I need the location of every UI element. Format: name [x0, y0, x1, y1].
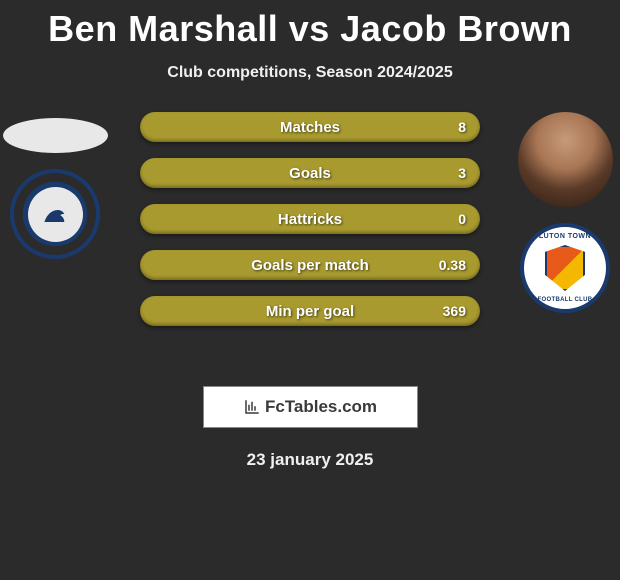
stat-row-goals: Goals 3 [140, 158, 480, 188]
stat-right-value: 0.38 [439, 257, 466, 273]
lion-icon [28, 187, 83, 242]
luton-text-top: LUTON TOWN [539, 233, 591, 240]
stat-row-gpm: Goals per match 0.38 [140, 250, 480, 280]
chart-icon [243, 398, 261, 416]
luton-text-bottom: FOOTBALL CLUB [538, 297, 593, 303]
stat-bars: Matches 8 Goals 3 Hattricks 0 Goals per … [140, 112, 480, 326]
stat-label: Goals [289, 165, 331, 182]
luton-badge: LUTON TOWN FOOTBALL CLUB [520, 223, 610, 313]
shield-icon [545, 245, 585, 291]
page-title: Ben Marshall vs Jacob Brown [0, 0, 620, 50]
brand-box: FcTables.com [203, 386, 418, 428]
stat-label: Hattricks [278, 211, 342, 228]
stat-row-hattricks: Hattricks 0 [140, 204, 480, 234]
stat-right-value: 0 [458, 211, 466, 227]
stat-right-value: 369 [443, 303, 466, 319]
stat-label: Matches [280, 119, 340, 136]
stat-row-matches: Matches 8 [140, 112, 480, 142]
subtitle: Club competitions, Season 2024/2025 [0, 64, 620, 82]
stat-label: Goals per match [251, 257, 369, 274]
right-player-column: LUTON TOWN FOOTBALL CLUB [510, 112, 620, 313]
stat-right-value: 3 [458, 165, 466, 181]
date-line: 23 january 2025 [0, 450, 620, 470]
stat-row-mpg: Min per goal 369 [140, 296, 480, 326]
left-player-column [0, 112, 110, 259]
brand-label: FcTables.com [265, 397, 377, 417]
player-right-avatar [518, 112, 613, 207]
player-left-avatar [3, 118, 108, 153]
stat-label: Min per goal [266, 303, 354, 320]
stat-right-value: 8 [458, 119, 466, 135]
millwall-badge [10, 169, 100, 259]
comparison-row: Matches 8 Goals 3 Hattricks 0 Goals per … [0, 112, 620, 362]
